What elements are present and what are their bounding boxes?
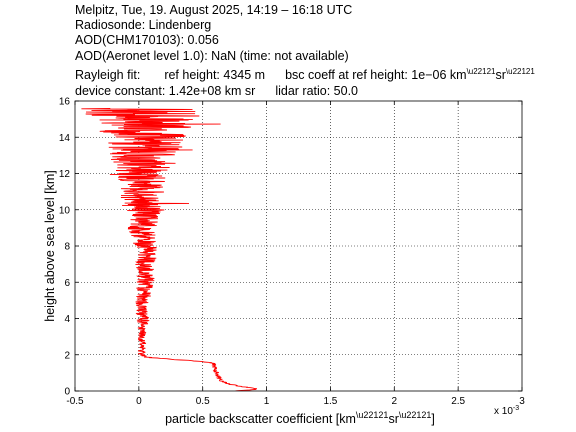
rayleigh-label: Rayleigh fit:: [75, 68, 141, 83]
title-line-device: device constant: 1.42e+08 km sr lidar rat…: [75, 85, 358, 98]
backscatter-profile-line: [81, 108, 257, 391]
y-tick-label: 12: [59, 169, 71, 180]
y-tick-label: 0: [64, 387, 70, 398]
y-tick-label: 2: [64, 350, 70, 361]
x-tick-label: 0.5: [196, 396, 210, 407]
ref-height: ref height: 4345 m: [164, 68, 266, 83]
title-line-aod-chm: AOD(CHM170103): 0.056: [75, 33, 219, 47]
x-axis-multiplier: x 10-3: [494, 405, 519, 417]
x-tick-label: 3: [519, 396, 525, 407]
title-line-aod-aeronet: AOD(Aeronet level 1.0): NaN (time: not a…: [75, 49, 349, 63]
lidar-ratio: lidar ratio: 50.0: [275, 84, 358, 98]
y-tick-label: 6: [64, 278, 70, 289]
y-tick-label: 4: [64, 314, 70, 325]
x-axis-label: particle backscatter coefficient [km\u22…: [165, 410, 435, 426]
device-constant: device constant: 1.42e+08 km sr: [75, 84, 256, 98]
y-tick-label: 8: [64, 242, 70, 253]
y-tick-label: 16: [59, 97, 71, 108]
y-tick-label: 14: [59, 133, 71, 144]
x-tick-label: 0: [136, 396, 142, 407]
y-axis-label: height above sea level [km]: [43, 170, 57, 321]
bsc-coeff: bsc coeff at ref height: 1e−06 km\u22121…: [285, 67, 535, 83]
title-line-rayleigh: Rayleigh fit: ref height: 4345 m bsc coeff…: [75, 68, 535, 82]
title-line-radiosonde: Radiosonde: Lindenberg: [75, 18, 212, 32]
title-line-location-date: Melpitz, Tue, 19. August 2025, 14:19 – 1…: [75, 3, 353, 17]
x-tick-label: 2.5: [451, 396, 465, 407]
y-tick-label: 10: [59, 205, 71, 216]
x-tick-label: 1: [264, 396, 270, 407]
x-tick-label: 1.5: [323, 396, 337, 407]
x-tick-label: -0.5: [66, 396, 84, 407]
x-tick-label: 2: [392, 396, 398, 407]
